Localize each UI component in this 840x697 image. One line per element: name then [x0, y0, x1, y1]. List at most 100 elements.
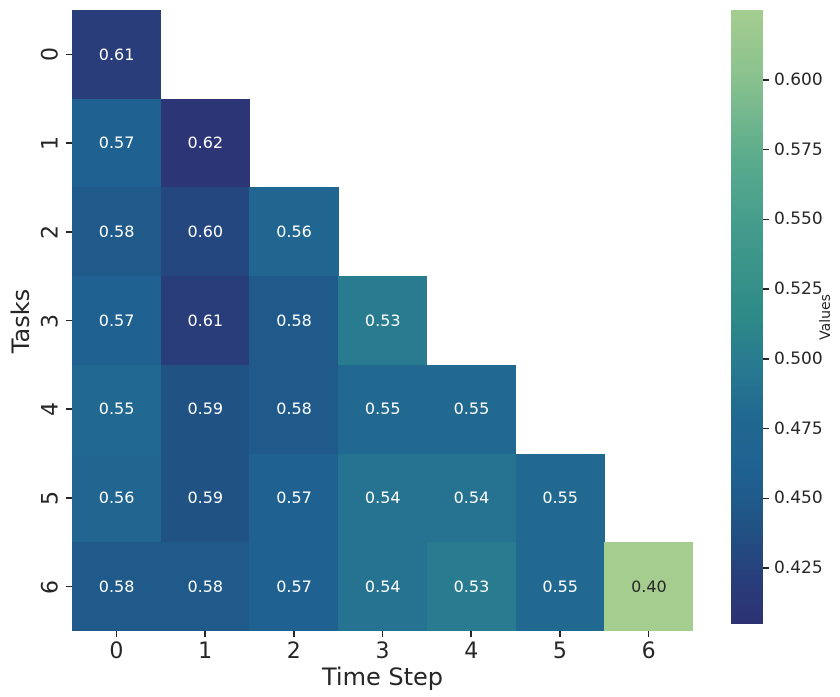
x-tick-mark	[293, 631, 295, 637]
cell-value-label: 0.54	[453, 488, 490, 508]
cell-value-label: 0.62	[187, 133, 224, 153]
cell-value-label: 0.55	[364, 399, 401, 419]
cell-value-label: 0.58	[276, 310, 312, 330]
cell-value-label: 0.61	[187, 310, 224, 330]
cell-value-label: 0.57	[276, 576, 312, 596]
cell-value-label: 0.55	[98, 399, 135, 419]
x-axis-label: Time Step	[321, 663, 444, 691]
heatmap-cell: 0.57	[72, 276, 162, 366]
x-tick-label: 5	[552, 639, 567, 664]
colorbar-tick-mark	[763, 79, 769, 81]
cell-value-label: 0.58	[98, 576, 135, 596]
y-tick-label: 2	[38, 224, 64, 239]
y-tick-label: 5	[38, 490, 64, 505]
cell-value-label: 0.55	[453, 399, 490, 419]
colorbar-tick-label: 0.600	[774, 69, 823, 90]
cell-value-label: 0.60	[187, 222, 224, 242]
heatmap-cell: 0.57	[72, 98, 162, 188]
heatmap-cell: 0.58	[249, 364, 339, 455]
cell-value-label: 0.53	[364, 310, 401, 330]
cell-value-label: 0.40	[631, 576, 667, 596]
heatmap-cell: 0.56	[249, 187, 339, 277]
x-tick-label: 0	[109, 639, 124, 664]
cell-value-label: 0.54	[364, 576, 401, 596]
cell-value-label: 0.55	[542, 488, 578, 508]
heatmap-cell: 0.55	[515, 453, 605, 543]
y-tick-label: 3	[38, 313, 64, 328]
colorbar-tick-mark	[763, 288, 769, 290]
x-tick-label: 4	[464, 639, 479, 664]
heatmap-cell: 0.62	[160, 98, 250, 188]
cell-value-label: 0.58	[187, 576, 224, 596]
heatmap-cell: 0.55	[515, 542, 605, 632]
y-tick-mark	[66, 53, 72, 56]
x-tick-mark	[381, 631, 384, 637]
y-tick-label: 0	[38, 47, 64, 62]
x-tick-label: 6	[641, 639, 656, 664]
heatmap-cell: 0.61	[72, 10, 162, 100]
y-tick-mark	[66, 231, 72, 233]
y-tick-label: 1	[38, 136, 64, 151]
heatmap-cell: 0.57	[249, 453, 339, 543]
cell-value-label: 0.58	[98, 222, 135, 242]
colorbar-tick-label: 0.450	[774, 488, 823, 509]
heatmap-cell: 0.55	[426, 364, 517, 455]
colorbar-tick-label: 0.500	[774, 348, 823, 369]
y-tick-label: 6	[38, 579, 64, 594]
cell-value-label: 0.56	[98, 488, 135, 508]
heatmap-plot: 0.61 0.57 0.62 0.58 0.60 0.56 0.57 0.61 0.58 0.53…	[72, 10, 694, 632]
y-tick-mark	[66, 585, 72, 588]
colorbar-tick-label: 0.475	[774, 418, 823, 439]
heatmap-cell: 0.40	[604, 542, 694, 632]
cell-value-label: 0.57	[276, 488, 312, 508]
heatmap-cell: 0.57	[249, 542, 339, 632]
x-tick-mark	[647, 631, 650, 637]
colorbar-label: Values	[818, 294, 834, 340]
y-tick-mark	[66, 319, 72, 322]
cell-value-label: 0.56	[276, 222, 312, 242]
y-tick-mark	[66, 408, 72, 410]
heatmap-cell: 0.60	[160, 187, 250, 277]
cell-value-label: 0.59	[187, 399, 224, 419]
cell-value-label: 0.59	[187, 488, 224, 508]
y-tick-label: 4	[38, 402, 64, 417]
colorbar-tick-mark	[763, 358, 769, 360]
heatmap-cell: 0.58	[249, 276, 339, 366]
colorbar-gradient	[731, 10, 763, 624]
heatmap-cell: 0.59	[160, 453, 250, 543]
cell-value-label: 0.55	[542, 576, 578, 596]
heatmap-cell: 0.55	[72, 364, 162, 455]
heatmap-cell: 0.55	[338, 364, 428, 455]
heatmap-cell: 0.58	[160, 542, 250, 632]
heatmap-cell: 0.53	[338, 276, 428, 366]
heatmap-cell: 0.58	[72, 187, 162, 277]
x-tick-label: 3	[375, 639, 390, 664]
colorbar-tick-label: 0.575	[774, 139, 823, 160]
x-tick-mark	[115, 631, 118, 637]
heatmap-cell: 0.58	[72, 542, 162, 632]
heatmap-cell: 0.54	[338, 453, 428, 543]
colorbar-tick-mark	[763, 427, 769, 430]
y-tick-mark	[66, 497, 72, 499]
cell-value-label: 0.54	[364, 488, 401, 508]
x-tick-mark	[470, 631, 472, 637]
cell-value-label: 0.57	[98, 310, 135, 330]
cell-value-label: 0.58	[276, 399, 312, 419]
heatmap-cell: 0.53	[426, 542, 517, 632]
colorbar-tick-label: 0.425	[774, 558, 823, 579]
heatmap-cell: 0.59	[160, 364, 250, 455]
heatmap-cell: 0.56	[72, 453, 162, 543]
x-tick-label: 2	[286, 639, 301, 664]
y-axis-label: Tasks	[7, 288, 35, 353]
colorbar-tick-label: 0.550	[774, 209, 823, 230]
colorbar-tick-mark	[763, 218, 769, 221]
heatmap-cell: 0.61	[160, 276, 250, 366]
colorbar-tick-mark	[763, 497, 769, 500]
heatmap-cell: 0.54	[338, 542, 428, 632]
colorbar-tick-mark	[763, 567, 769, 569]
y-tick-mark	[66, 142, 72, 144]
heatmap-cell: 0.54	[426, 453, 517, 543]
cell-value-label: 0.53	[453, 576, 490, 596]
x-tick-label: 1	[198, 639, 213, 664]
